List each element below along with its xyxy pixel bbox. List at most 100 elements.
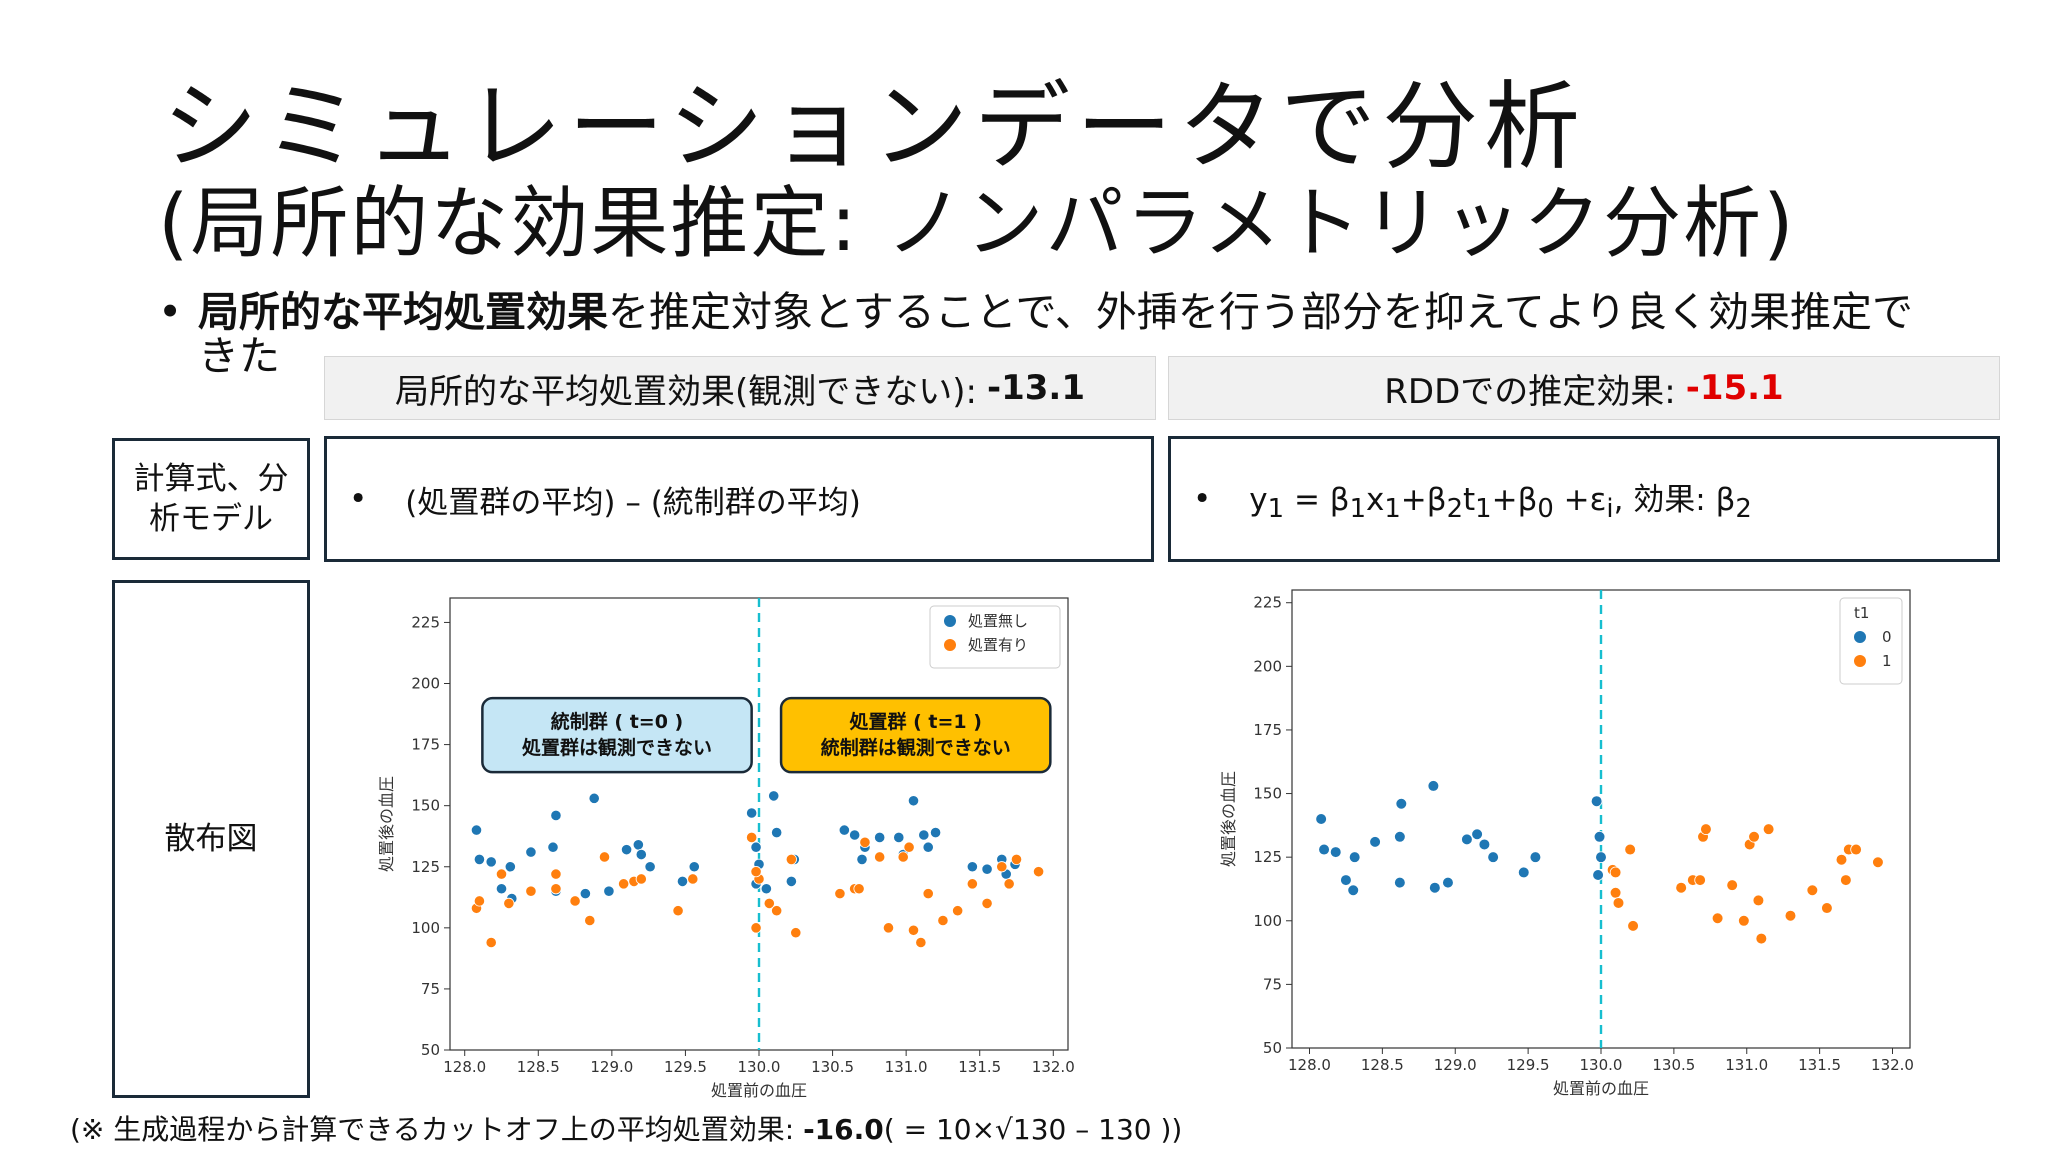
x-tick-label: 129.0 [590, 1058, 633, 1076]
bullet-dot-icon: • [158, 290, 183, 336]
legend-marker [944, 639, 956, 651]
data-point [470, 824, 483, 836]
data-point [1348, 851, 1361, 863]
legend-label: 処置有り [968, 636, 1028, 654]
annotation-line2: 統制群は観測できない [821, 736, 1011, 759]
data-point [1590, 795, 1603, 807]
data-point [1755, 932, 1768, 945]
bullet-point: • 局所的な平均処置効果を推定対象とすることで、外挿を行う部分を抑えてより良く効… [158, 290, 1918, 374]
data-point [485, 936, 497, 949]
data-point [915, 936, 927, 949]
data-point [838, 824, 850, 836]
data-point [1592, 869, 1604, 881]
y-tick-label: 75 [421, 980, 440, 998]
legend-box [929, 605, 1061, 669]
data-point [688, 861, 700, 873]
data-point [672, 905, 684, 917]
data-point [1711, 912, 1724, 925]
legend-box [1839, 597, 1903, 685]
data-point [1315, 813, 1327, 825]
data-point [1429, 881, 1441, 894]
x-axis-label: 処置前の血圧 [711, 1081, 807, 1100]
y-tick-label: 100 [1253, 912, 1282, 930]
data-point [632, 839, 644, 851]
data-point [760, 883, 772, 895]
left-formula-cell: • (処置群の平均) – (統制群の平均) [324, 436, 1154, 562]
x-tick-label: 130.5 [1652, 1056, 1695, 1074]
y-tick-label: 200 [411, 675, 440, 693]
annotation-line1: 統制群 ( t=0 ) [551, 710, 683, 733]
data-point [785, 853, 797, 866]
data-point [897, 851, 909, 863]
data-point [1840, 874, 1852, 886]
data-point [937, 914, 949, 927]
data-point [1612, 897, 1625, 909]
y-tick-label: 200 [1253, 657, 1282, 675]
data-point [1032, 866, 1045, 878]
data-point [1609, 866, 1622, 879]
data-point [768, 790, 780, 802]
data-point [882, 922, 895, 934]
data-point [1593, 831, 1606, 843]
data-point [635, 848, 647, 861]
data-point [1835, 853, 1848, 866]
row-label-formula-text: 計算式、分析モデル [133, 461, 289, 537]
data-point [1748, 831, 1760, 843]
data-point [849, 829, 861, 841]
data-point [907, 924, 920, 936]
data-point [771, 826, 783, 839]
data-point [750, 866, 762, 878]
data-point [588, 792, 600, 804]
data-point [550, 883, 562, 895]
data-point [1609, 886, 1622, 899]
scatter-chart-rdd: 128.0 128.5 129.0 129.5 130.0 130.5 131.0 131.5… [1219, 589, 1914, 1098]
x-tick-label: 130.0 [738, 1058, 781, 1076]
x-tick-label: 128.5 [1361, 1056, 1404, 1074]
left-header-value: -13.1 [986, 368, 1085, 408]
data-point [1517, 866, 1530, 879]
legend-label: 0 [1882, 628, 1892, 646]
bullet-rest-text: を推定対象とすることで、外挿を行う部分を抑えてより良く効果推定できた [198, 290, 1914, 374]
annotation-line2: 処置群は観測できない [522, 736, 712, 759]
y-tick-label: 50 [421, 1041, 440, 1059]
footnote: (※ 生成過程から計算できるカットオフ上の平均処置効果: -16.0( = 10… [70, 1108, 1182, 1148]
footnote-suffix: ( = 10×√130 – 130 )) [883, 1113, 1183, 1146]
data-point [1784, 909, 1797, 922]
legend-title: t1 [1854, 604, 1869, 622]
data-point [1529, 851, 1542, 863]
x-tick-label: 131.5 [1798, 1056, 1841, 1074]
bullet-dot-icon: • [349, 481, 368, 517]
data-point [746, 807, 758, 819]
data-point [503, 897, 515, 910]
data-point [1003, 878, 1015, 890]
data-point [966, 861, 978, 873]
left-header-label: 局所的な平均処置効果(観測できない): [395, 371, 977, 412]
data-point [1394, 876, 1406, 889]
x-tick-label: 131.0 [885, 1058, 928, 1076]
row-label-scatter-text: 散布図 [164, 821, 258, 857]
x-tick-label: 132.0 [1032, 1058, 1075, 1076]
y-tick-label: 225 [1253, 594, 1282, 612]
data-point [1329, 846, 1342, 858]
x-tick-label: 132.0 [1871, 1056, 1914, 1074]
legend-label: 1 [1882, 652, 1892, 670]
data-point [907, 795, 920, 807]
annotation-box [481, 696, 753, 774]
legend-label: 処置無し [968, 612, 1028, 630]
x-tick-label: 129.5 [1507, 1056, 1550, 1074]
scatter-chart-local: 128.0 128.5 129.0 129.5 130.0 130.5 131.0 131.5… [377, 597, 1075, 1100]
y-tick-label: 175 [411, 736, 440, 754]
data-point [1318, 843, 1330, 856]
data-point [874, 851, 886, 863]
data-point [1347, 884, 1360, 897]
data-point [874, 831, 886, 844]
bullet-dot-icon: • [1193, 481, 1212, 517]
data-point [598, 851, 611, 863]
data-point [952, 905, 964, 917]
data-point [856, 853, 868, 866]
data-point [473, 895, 486, 907]
y-tick-label: 150 [411, 797, 440, 815]
data-point [1442, 876, 1454, 889]
data-point [1595, 851, 1607, 863]
data-point [1821, 902, 1833, 914]
